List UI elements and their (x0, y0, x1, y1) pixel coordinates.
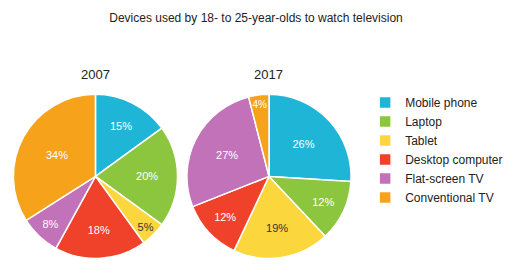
svg-text:Laptop: Laptop (405, 115, 442, 129)
svg-text:Tablet: Tablet (405, 134, 438, 148)
svg-text:Flat-screen TV: Flat-screen TV (405, 172, 483, 186)
svg-text:27%: 27% (216, 149, 238, 161)
svg-text:12%: 12% (214, 211, 236, 223)
svg-text:12%: 12% (312, 196, 334, 208)
svg-text:18%: 18% (88, 224, 110, 236)
svg-text:Devices used by 18- to 25-year: Devices used by 18- to 25-year-olds to w… (109, 11, 402, 25)
svg-text:8%: 8% (42, 218, 58, 230)
svg-text:20%: 20% (136, 170, 158, 182)
svg-text:Conventional TV: Conventional TV (405, 191, 494, 205)
svg-text:2017: 2017 (254, 67, 283, 82)
svg-text:15%: 15% (110, 120, 132, 132)
svg-text:2007: 2007 (81, 67, 110, 82)
svg-text:4%: 4% (253, 99, 268, 110)
svg-text:19%: 19% (266, 222, 288, 234)
svg-text:34%: 34% (46, 149, 68, 161)
svg-text:Mobile phone: Mobile phone (405, 96, 477, 110)
svg-text:26%: 26% (292, 138, 314, 150)
svg-text:Desktop computer: Desktop computer (405, 153, 502, 167)
svg-text:5%: 5% (138, 221, 154, 233)
